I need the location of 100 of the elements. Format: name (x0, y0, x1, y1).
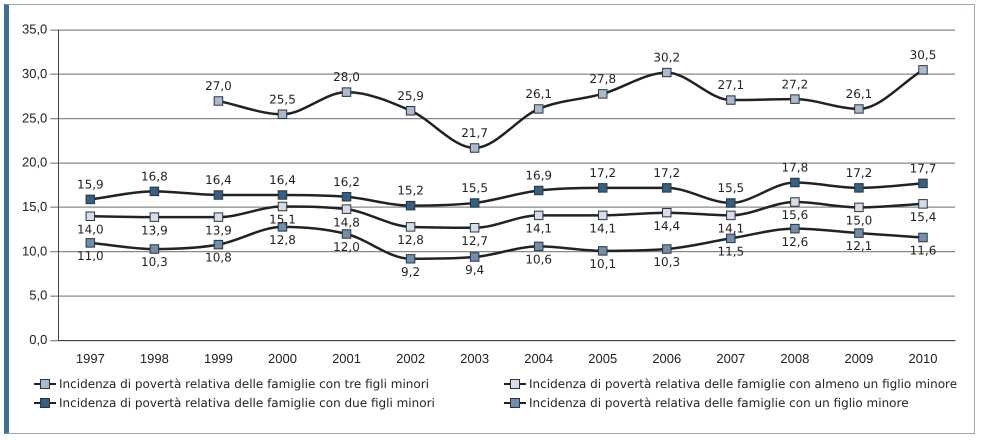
data-label: 27,2 (782, 77, 808, 92)
data-label: 17,2 (653, 166, 680, 180)
point (86, 194, 96, 204)
data-label: 10,6 (525, 252, 552, 267)
data-label: 14,8 (333, 215, 360, 230)
x-tick-label: 2005 (588, 350, 618, 366)
point (150, 186, 160, 196)
point (150, 244, 160, 254)
point (86, 212, 96, 221)
data-label: 30,5 (910, 48, 936, 62)
x-tick-label: 2010 (908, 350, 938, 366)
point (598, 246, 608, 256)
point (726, 210, 736, 220)
x-tick-label: 2000 (268, 350, 297, 366)
point (854, 104, 864, 114)
point (278, 190, 288, 200)
point (790, 197, 800, 207)
data-label: 15,6 (782, 208, 808, 222)
legend-label: Incidenza di povertà relativa delle famiglie con due figli minori (59, 396, 435, 410)
point (470, 198, 480, 208)
point (918, 199, 928, 209)
y-tick-label: 35,0 (22, 22, 48, 37)
point (342, 204, 352, 214)
data-label: 10,3 (141, 255, 168, 270)
point (214, 212, 224, 222)
data-label: 12,6 (782, 234, 808, 249)
point (598, 89, 608, 99)
point (214, 240, 224, 250)
data-label: 15,4 (910, 210, 936, 224)
data-label: 16,4 (205, 173, 232, 188)
point (918, 232, 928, 242)
point (534, 242, 544, 252)
point (790, 94, 800, 104)
data-label: 15,0 (846, 213, 872, 228)
data-label: 25,5 (269, 92, 296, 106)
data-label: 26,1 (525, 87, 552, 102)
point (854, 183, 864, 193)
point (86, 238, 96, 248)
x-tick-label: 2003 (460, 350, 490, 366)
data-label: 14,4 (653, 218, 680, 233)
data-label: 15,2 (397, 184, 424, 198)
data-label: 15,9 (76, 178, 104, 192)
data-label: 26,1 (846, 87, 872, 102)
data-label: 14,0 (76, 222, 104, 236)
point (406, 106, 416, 116)
x-tick-label: 2008 (780, 350, 810, 366)
x-tick-label: 1999 (204, 350, 233, 366)
data-label: 30,2 (653, 50, 680, 65)
x-tick-label: 2001 (332, 350, 361, 366)
legend-label: Incidenza di povertà relativa delle famiglie con tre figli minori (59, 377, 429, 391)
point (918, 65, 928, 75)
y-tick-label: 20,0 (22, 154, 48, 170)
point (470, 143, 480, 153)
data-label: 14,1 (525, 221, 552, 236)
x-tick-label: 1997 (76, 350, 105, 366)
data-label: 11,0 (76, 248, 104, 263)
data-label: 16,2 (333, 174, 360, 189)
x-tick-label: 2006 (652, 350, 682, 366)
point (406, 254, 416, 264)
point (854, 202, 864, 212)
data-label: 14,1 (589, 221, 616, 236)
point (214, 190, 224, 200)
point (470, 252, 480, 262)
point (598, 210, 608, 220)
data-label: 10,8 (205, 250, 232, 265)
data-label: 12,7 (461, 234, 488, 248)
x-tick-label: 1998 (140, 350, 169, 366)
y-tick-label: 25,0 (22, 110, 48, 126)
data-label: 21,7 (461, 126, 488, 140)
y-tick-label: 15,0 (22, 198, 48, 214)
point (790, 178, 800, 188)
data-label: 15,5 (461, 181, 488, 196)
data-label: 15,5 (717, 181, 744, 196)
point (214, 96, 224, 106)
legend-label: Incidenza di povertà relativa delle famiglie con almeno un figlio minore (529, 377, 958, 391)
data-label: 12,8 (397, 233, 424, 248)
point (534, 186, 544, 196)
data-label: 14,1 (717, 221, 744, 236)
data-label: 27,8 (589, 72, 616, 86)
data-label: 27,1 (717, 78, 744, 92)
data-label: 9,4 (465, 263, 484, 278)
data-label: 28,0 (333, 70, 360, 84)
point (726, 198, 736, 208)
point (278, 110, 288, 119)
point (726, 234, 736, 244)
x-tick-label: 2009 (844, 350, 874, 366)
data-label: 12,1 (846, 239, 872, 254)
point (918, 178, 928, 188)
y-tick-label: 5,0 (29, 288, 48, 303)
data-label: 17,7 (910, 162, 936, 176)
point (342, 229, 352, 239)
point (150, 212, 160, 222)
data-label: 16,8 (141, 170, 168, 184)
data-label: 10,1 (589, 256, 616, 271)
point (598, 183, 608, 193)
data-label: 25,9 (397, 88, 424, 103)
point (662, 208, 672, 218)
point (470, 223, 480, 233)
point (534, 210, 544, 220)
point (406, 200, 416, 210)
